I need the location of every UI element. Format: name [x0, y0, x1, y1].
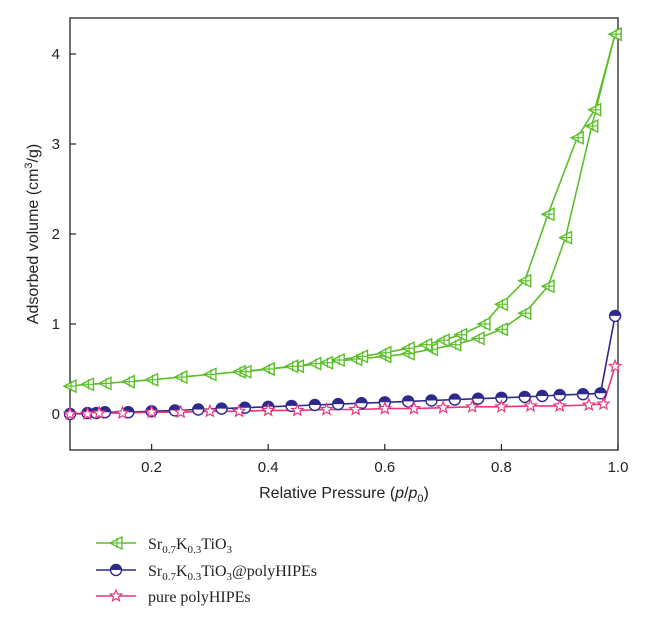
data-point [435, 333, 450, 348]
data-point [202, 403, 218, 418]
x-tick-label: 1.0 [608, 459, 629, 476]
series-line-0 [244, 33, 616, 373]
data-point [471, 392, 485, 405]
x-tick-label: 0.4 [258, 459, 279, 476]
data-point [493, 297, 509, 312]
data-point [348, 401, 363, 416]
data-point [584, 118, 599, 134]
x-tick-label: 0.8 [491, 459, 512, 476]
data-point [319, 401, 334, 416]
data-point [587, 102, 602, 117]
data-point [260, 361, 275, 377]
legend-entry-sr-k-tio3: Sr0.7K0.3TiO3 [96, 535, 233, 556]
data-point [401, 395, 415, 408]
data-point [470, 331, 485, 346]
data-point [464, 399, 480, 413]
data-point [400, 341, 415, 356]
data-point [109, 563, 123, 577]
y-tick-label: 0 [52, 406, 60, 423]
data-point [576, 388, 590, 401]
y-tick-label: 1 [52, 316, 60, 333]
data-point [173, 369, 188, 385]
data-point [144, 372, 159, 387]
data-point [517, 273, 532, 288]
legend: Sr0.7K0.3TiO3 Sr0.7K0.3TiO3@polyHIPEs pu… [96, 535, 317, 606]
data-point [448, 393, 461, 406]
data-point [540, 279, 555, 294]
data-point [331, 397, 345, 411]
data-point [435, 400, 451, 414]
legend-entry-sr-k-tio3-polyhipes: Sr0.7K0.3TiO3@polyHIPEs [96, 563, 317, 583]
data-point [80, 406, 95, 421]
data-point [283, 359, 299, 374]
x-tick-label: 0.2 [141, 459, 162, 476]
y-tick-label: 3 [52, 136, 60, 153]
data-point [144, 404, 159, 419]
data-point [108, 535, 123, 551]
data-point [552, 398, 567, 413]
legend-label-sr-k-tio3: Sr0.7K0.3TiO3 [148, 536, 233, 556]
data-point [62, 406, 78, 421]
data-point [79, 377, 95, 392]
data-point [493, 322, 509, 337]
data-point [517, 306, 532, 321]
data-point [569, 130, 584, 145]
data-point [377, 345, 392, 360]
data-point [115, 405, 130, 420]
data-point [540, 207, 555, 222]
legend-label-pure-polyhipes: pure polyHIPEs [148, 589, 251, 606]
data-point [307, 356, 322, 371]
data-point [581, 397, 597, 412]
legend-entry-pure-polyhipes: pure polyHIPEs [96, 588, 251, 606]
legend-label-sr-k-tio3-polyhipes: Sr0.7K0.3TiO3@polyHIPEs [148, 563, 317, 583]
data-point [108, 588, 124, 603]
data-point [353, 349, 369, 364]
data-point [260, 402, 276, 417]
series-line-0 [70, 34, 616, 387]
tick-layer: 0.2 0.4 0.6 0.8 1.0 0 1 2 3 4 [52, 46, 629, 476]
data-point [406, 400, 422, 415]
data-point [596, 396, 611, 411]
data-point [120, 374, 135, 389]
y-tick-label: 2 [52, 226, 60, 243]
data-point [290, 402, 305, 417]
data-point [215, 402, 228, 415]
data-point [453, 327, 468, 342]
data-point [173, 404, 189, 419]
data-point [557, 230, 573, 245]
data-point [192, 403, 205, 416]
data-point [418, 337, 433, 352]
data-point [97, 376, 112, 391]
data-point [318, 355, 334, 370]
data-point [202, 367, 217, 382]
data-point [62, 378, 77, 394]
data-point [91, 405, 107, 420]
data-point [377, 400, 393, 415]
data-point [607, 358, 623, 373]
data-point [355, 397, 368, 410]
data-point [231, 403, 247, 418]
data-point [330, 352, 345, 368]
data-point [523, 398, 538, 413]
data-point [494, 399, 509, 413]
plot-frame [69, 17, 619, 451]
data-point [447, 337, 462, 352]
data-point [536, 389, 549, 403]
data-point [608, 309, 622, 323]
data-point [607, 27, 622, 42]
y-tick-label: 4 [52, 46, 60, 63]
data-point [237, 364, 252, 379]
data-point [308, 398, 322, 412]
data-point [476, 316, 491, 332]
x-tick-label: 0.6 [374, 459, 395, 476]
data-point [425, 394, 438, 407]
data-point [594, 387, 607, 400]
data-point [518, 390, 531, 404]
y-axis-title: Adsorbed volume (cm3/g) [23, 144, 42, 324]
x-axis-title: Relative Pressure (p/p0) [259, 485, 429, 505]
marker-layer [62, 27, 623, 421]
